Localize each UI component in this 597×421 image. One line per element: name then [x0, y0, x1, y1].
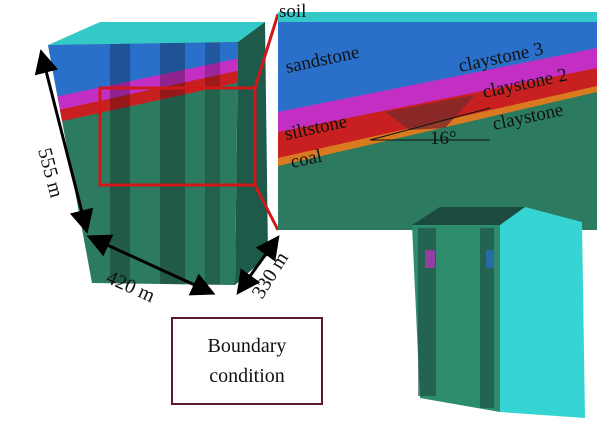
figure: soil sandstone claystone 3 claystone 2 s… — [0, 0, 597, 421]
height-label: 555 m — [33, 146, 67, 201]
top-face — [48, 22, 265, 45]
boundary-model — [412, 207, 585, 418]
model-block — [40, 14, 278, 290]
boundary-line1: Boundary — [208, 335, 287, 357]
label-soil: soil — [279, 1, 306, 22]
label-angle: 16° — [430, 128, 457, 149]
boundary-box — [172, 318, 322, 404]
boundary-line2: condition — [209, 365, 285, 387]
